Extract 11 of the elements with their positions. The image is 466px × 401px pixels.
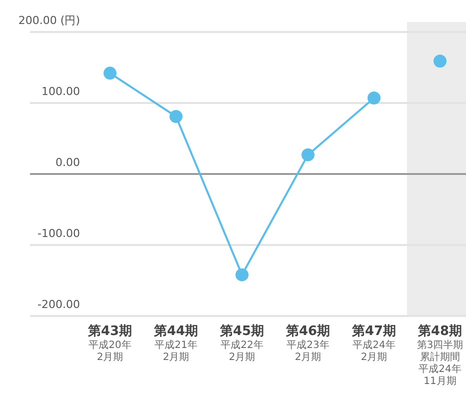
x-tick-label: 第47期平成24年2月期: [350, 324, 398, 363]
y-tick-label: -100.00: [38, 227, 80, 240]
y-tick-label: 200.00 (円): [18, 14, 80, 27]
x-tick-label: 第48期第3四半期累計期間平成24年11月期: [416, 324, 464, 387]
y-tick-label: -200.00: [38, 298, 80, 311]
x-tick-label: 第45期平成22年2月期: [218, 324, 266, 363]
x-tick-label: 第44期平成21年2月期: [152, 324, 200, 363]
y-tick-label: 0.00: [56, 156, 80, 169]
y-tick-label: 100.00: [42, 85, 80, 98]
x-tick-label: 第43期平成20年2月期: [86, 324, 134, 363]
x-tick-label: 第46期平成23年2月期: [284, 324, 332, 363]
